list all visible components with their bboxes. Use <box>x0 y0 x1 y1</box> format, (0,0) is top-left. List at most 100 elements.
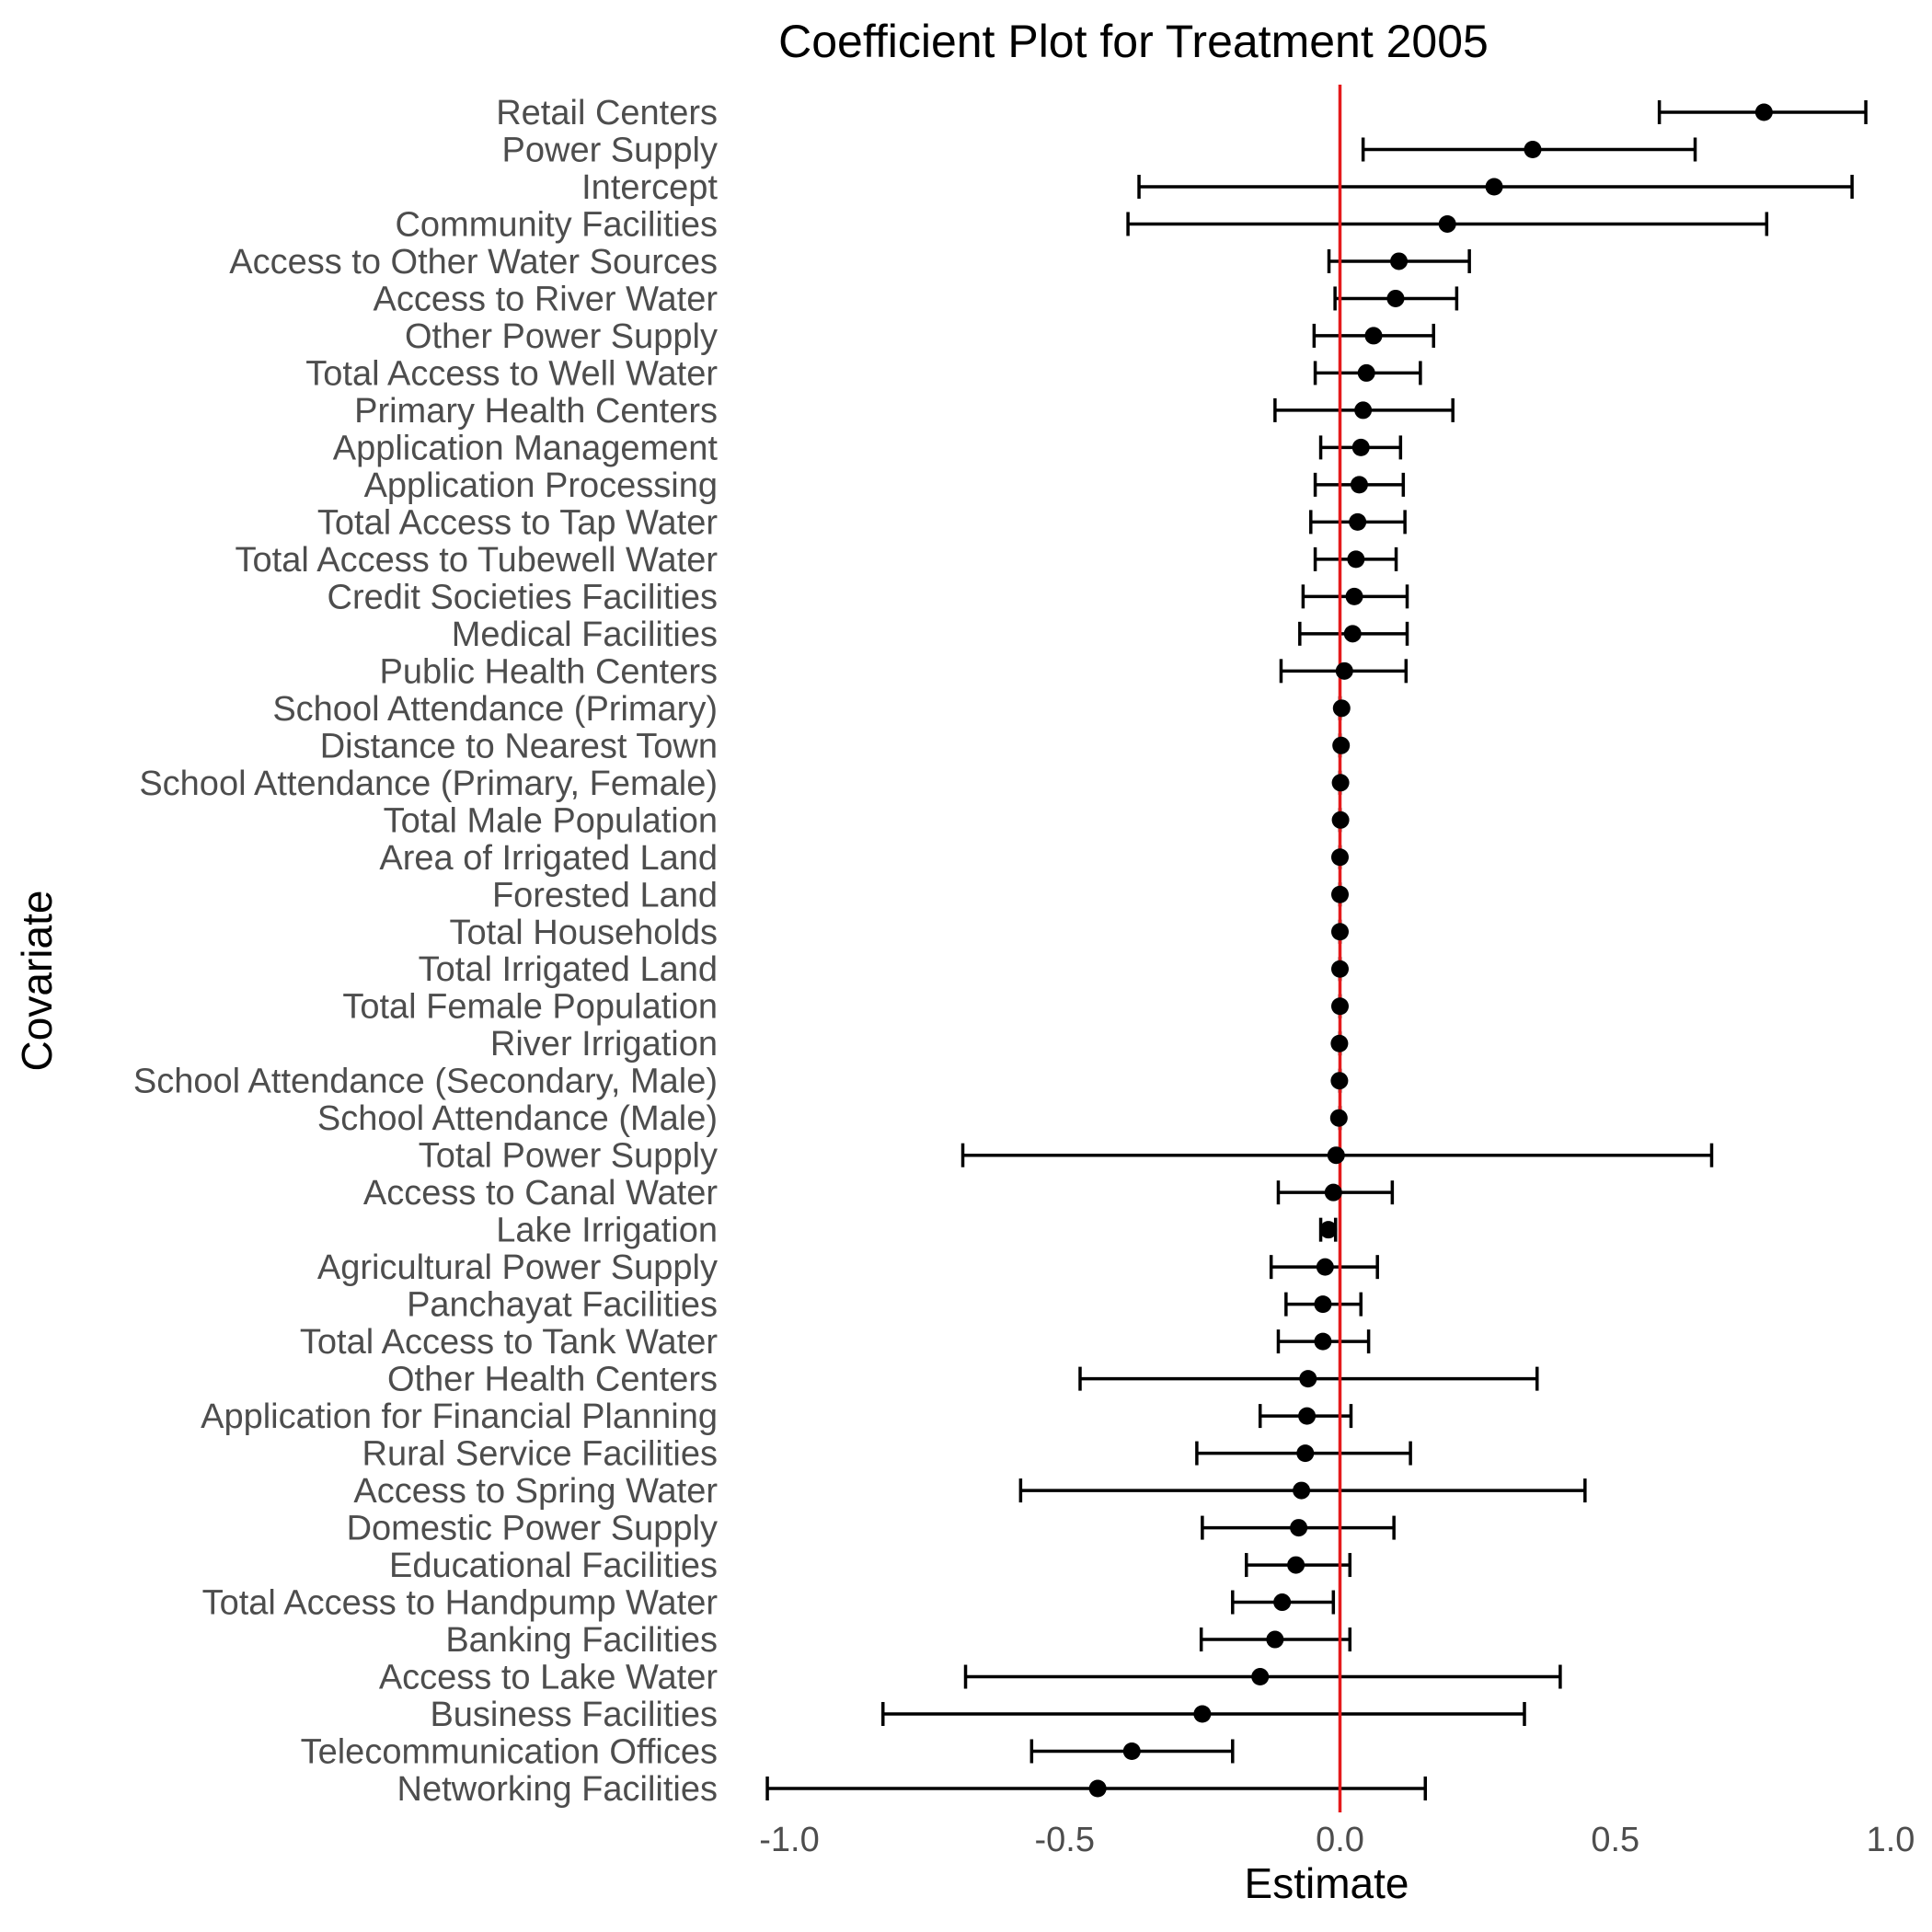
estimate-point <box>1319 1221 1338 1239</box>
estimate-point <box>1251 1668 1270 1686</box>
estimate-points <box>1088 103 1773 1798</box>
y-tick-label: Other Power Supply <box>405 317 718 356</box>
x-tick-label: 0.0 <box>1316 1821 1364 1859</box>
y-tick-label: Community Facilities <box>395 205 718 244</box>
estimate-point <box>1327 1146 1345 1165</box>
y-tick-label: Educational Facilities <box>389 1547 718 1585</box>
estimate-point <box>1122 1742 1141 1761</box>
estimate-point <box>1298 1407 1317 1425</box>
estimate-point <box>1316 1258 1334 1276</box>
x-axis-title: Estimate <box>1245 1859 1409 1907</box>
estimate-point <box>1331 811 1350 829</box>
y-axis-title: Covariate <box>13 891 61 1072</box>
estimate-point <box>1390 252 1409 270</box>
estimate-point <box>1350 476 1368 494</box>
y-tick-label: Access to Spring Water <box>353 1472 718 1511</box>
estimate-point <box>1193 1705 1212 1723</box>
estimate-point <box>1290 1519 1308 1537</box>
y-tick-label: Total Access to Handpump Water <box>202 1584 719 1623</box>
y-tick-label: School Attendance (Primary, Female) <box>139 765 718 803</box>
chart-title: Coefficient Plot for Treatment 2005 <box>778 16 1489 67</box>
estimate-point <box>1343 625 1362 643</box>
y-tick-label: Forested Land <box>492 876 718 914</box>
estimate-point <box>1357 363 1375 382</box>
estimate-point <box>1364 327 1383 345</box>
estimate-point <box>1524 140 1542 158</box>
x-tick-label: -0.5 <box>1035 1821 1095 1859</box>
y-tick-label: Retail Centers <box>496 94 718 132</box>
y-tick-label: Domestic Power Supply <box>347 1510 718 1548</box>
estimate-point <box>1314 1295 1332 1314</box>
y-tick-label: Total Households <box>449 914 718 952</box>
estimate-point <box>1349 512 1367 531</box>
y-tick-label: Total Female Population <box>342 988 718 1027</box>
y-tick-label: Medical Facilities <box>452 615 718 654</box>
y-tick-label: Area of Irrigated Land <box>379 839 718 878</box>
estimate-point <box>1332 736 1351 754</box>
y-tick-label: Business Facilities <box>430 1696 718 1734</box>
y-tick-label: Other Health Centers <box>387 1361 718 1399</box>
estimate-point <box>1351 438 1370 456</box>
estimate-point <box>1331 885 1349 903</box>
estimate-point <box>1331 923 1349 941</box>
y-tick-label: Panchayat Facilities <box>407 1286 718 1325</box>
estimate-point <box>1266 1630 1284 1649</box>
y-tick-label: Access to Canal Water <box>363 1174 718 1213</box>
y-tick-label: Power Supply <box>502 131 718 169</box>
y-tick-label: Rural Service Facilities <box>362 1435 718 1474</box>
x-tick-label: -1.0 <box>759 1821 819 1859</box>
estimate-point <box>1386 289 1405 307</box>
y-tick-label: School Attendance (Primary) <box>272 690 718 729</box>
y-tick-label: River Irrigation <box>490 1025 718 1064</box>
y-tick-label: Total Power Supply <box>419 1137 718 1176</box>
estimate-point <box>1331 960 1349 978</box>
y-tick-label: Application for Financial Planning <box>201 1397 718 1436</box>
estimate-point <box>1331 848 1349 867</box>
estimate-point <box>1324 1183 1342 1202</box>
y-tick-label: Application Processing <box>364 466 718 505</box>
estimate-point <box>1331 997 1349 1016</box>
y-tick-label: Distance to Nearest Town <box>320 727 718 765</box>
estimate-point <box>1485 178 1503 196</box>
y-tick-label: Total Access to Tank Water <box>300 1323 718 1362</box>
y-tick-label: Networking Facilities <box>397 1770 718 1809</box>
y-tick-label: Total Access to Tubewell Water <box>236 541 719 580</box>
estimate-point <box>1330 1034 1349 1052</box>
y-tick-label: Telecommunication Offices <box>301 1733 718 1772</box>
y-tick-label: Application Management <box>333 429 719 467</box>
estimate-point <box>1296 1444 1315 1463</box>
x-tick-labels: -1.0 -0.5 0.0 0.5 1.0 <box>759 1821 1915 1859</box>
x-tick-label: 1.0 <box>1867 1821 1915 1859</box>
estimate-point <box>1273 1593 1292 1612</box>
y-tick-label: Credit Societies Facilities <box>328 578 718 616</box>
estimate-point <box>1287 1556 1305 1574</box>
y-tick-label: Agricultural Power Supply <box>317 1248 718 1287</box>
y-tick-label: Total Irrigated Land <box>419 950 718 989</box>
estimate-point <box>1329 1109 1348 1127</box>
estimate-point <box>1299 1370 1317 1388</box>
estimate-point <box>1345 587 1363 605</box>
y-tick-label: Lake Irrigation <box>496 1212 718 1250</box>
x-tick-label: 0.5 <box>1591 1821 1639 1859</box>
y-tick-label: Access to Other Water Sources <box>229 243 718 282</box>
estimate-point <box>1754 103 1773 121</box>
estimate-point <box>1293 1481 1311 1500</box>
y-tick-label: Total Access to Tap Water <box>317 503 718 542</box>
y-tick-label: Access to Lake Water <box>379 1659 719 1697</box>
estimate-point <box>1354 401 1373 420</box>
y-tick-label: Intercept <box>581 168 718 207</box>
y-tick-label: Banking Facilities <box>445 1621 718 1660</box>
y-tick-label: Total Access to Well Water <box>305 354 718 393</box>
y-tick-label: Total Male Population <box>384 801 718 840</box>
estimate-point <box>1332 699 1351 718</box>
y-tick-label: School Attendance (Male) <box>317 1099 718 1138</box>
estimate-point <box>1331 774 1350 792</box>
estimate-point <box>1335 661 1353 680</box>
y-tick-label: Access to River Water <box>374 280 719 318</box>
y-tick-label: Primary Health Centers <box>354 392 718 431</box>
error-bars <box>765 100 1868 1800</box>
estimate-point <box>1438 214 1456 233</box>
